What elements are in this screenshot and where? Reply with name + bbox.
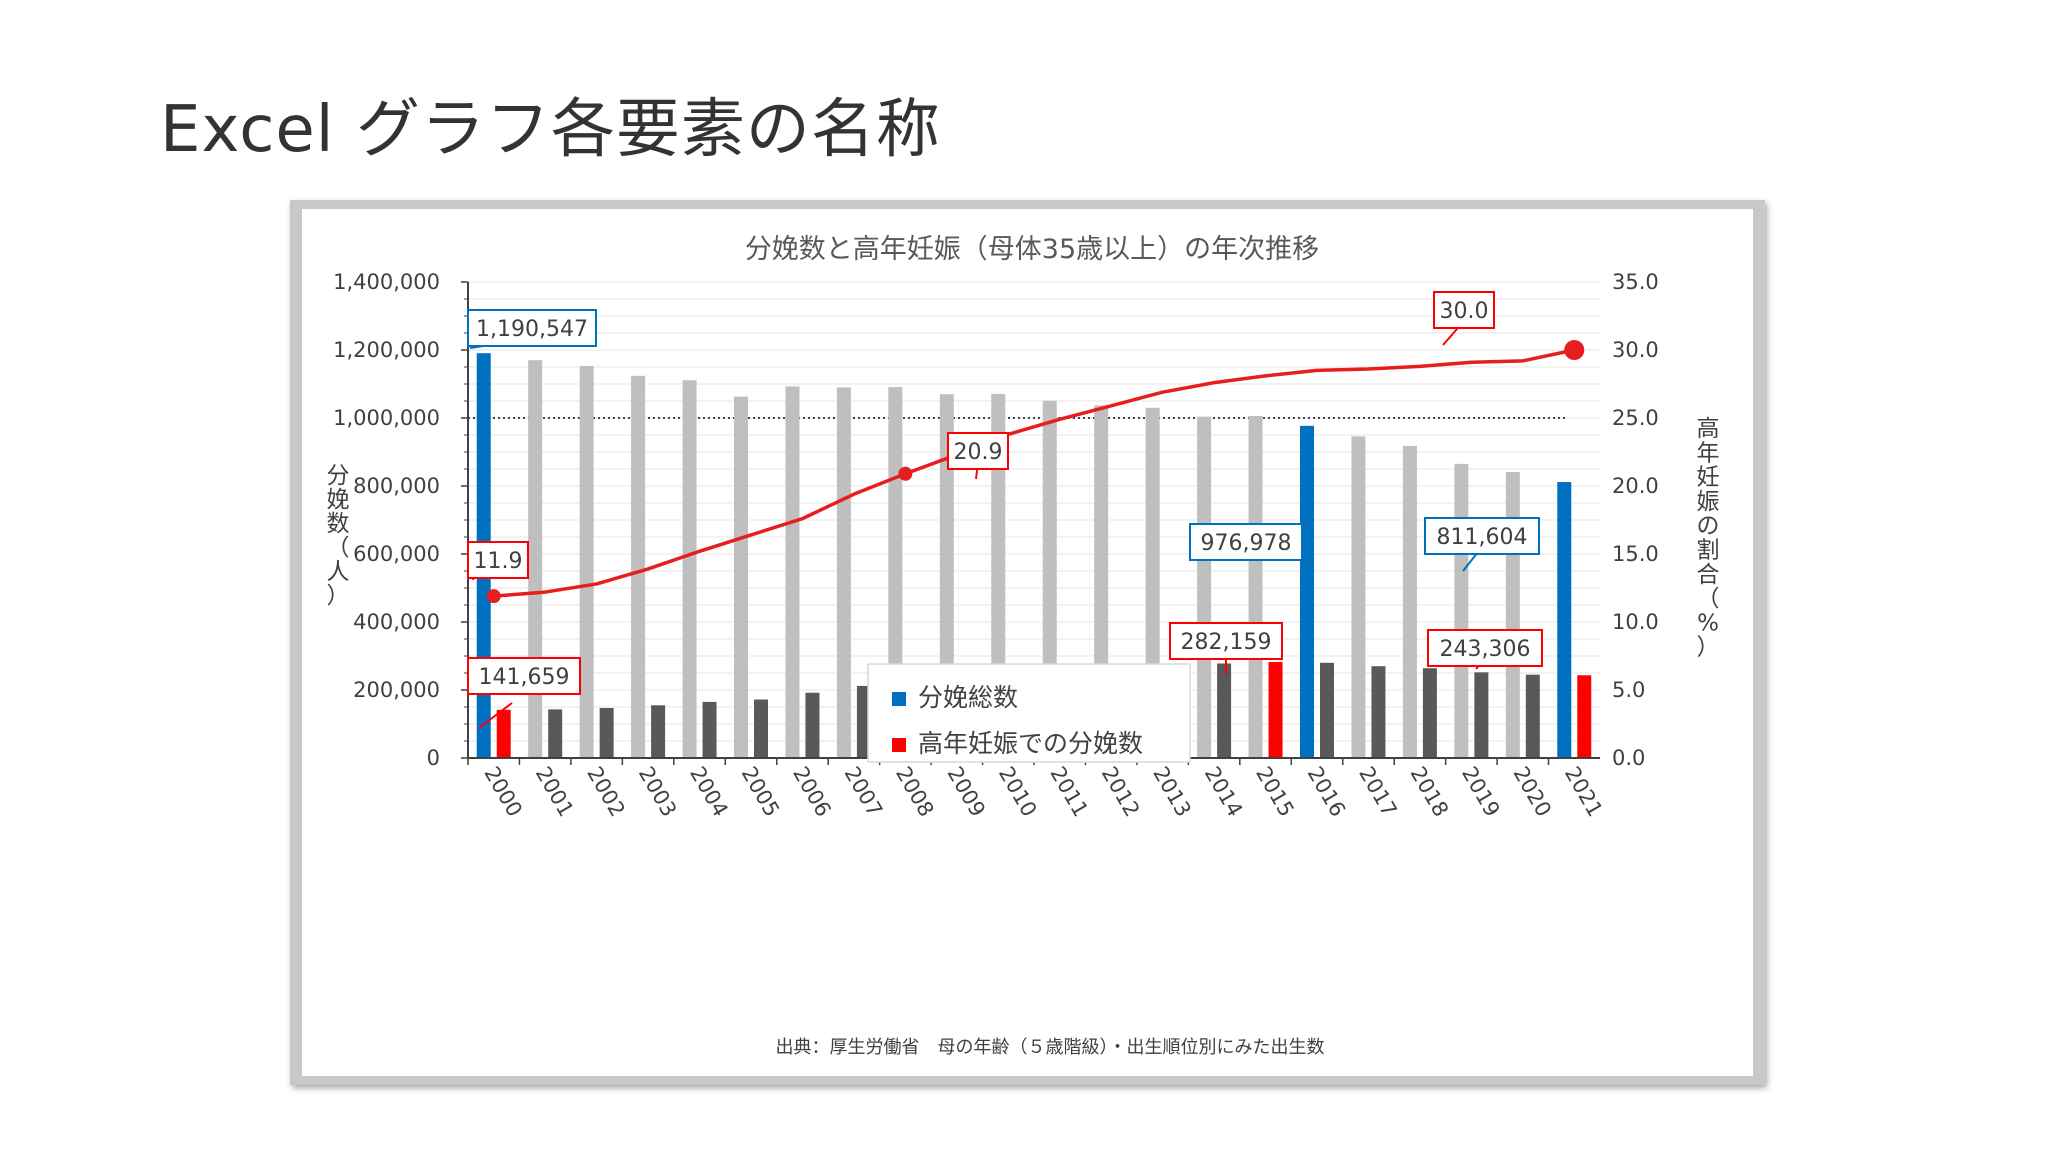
callout-box [467,541,529,579]
slide-title: Excel グラフ各要素の名称 [160,93,941,167]
y2-axis-label-char: % [1697,610,1719,636]
bar-advanced-age-births [1422,668,1437,758]
callout-box [947,432,1009,470]
bar-advanced-age-births [548,709,563,758]
y-axis-label-char: 人 [327,559,350,585]
y-axis-label-char: 娩 [327,487,350,513]
y2-axis-label-char: 年 [1697,440,1720,466]
bar-advanced-age-births [599,708,614,758]
legend-label-advanced-age-births: 高年妊娠での分娩数 [918,729,1143,758]
bar-advanced-age-births [1371,666,1386,758]
bar-advanced-age-births [805,692,820,758]
bar-total-births [631,375,646,758]
data-label: 141,659 [479,665,570,690]
bar-advanced-age-births [1320,662,1334,758]
bar-total-births [579,365,594,758]
y2-axis-label-char: 割 [1697,538,1720,564]
y2-axis-label-char: 娠 [1697,489,1720,515]
data-label: 243,306 [1440,637,1531,662]
y-axis-label-char: ） [327,583,350,609]
chart: 分娩数と高年妊娠（母体35歳以上）の年次推移 分娩数（人）高年妊娠の割合（%） … [302,209,1753,1076]
y2-tick-label: 35.0 [1612,270,1659,294]
line-marker [1564,340,1585,360]
bar-total-births [1351,436,1366,758]
line-advanced-age-ratio [493,348,1575,598]
bar-advanced-age-births [651,705,666,758]
bar-total-births [734,396,748,758]
callout-box [1169,622,1283,660]
data-label: 11.9 [474,549,523,574]
line-marker [898,466,913,481]
y2-tick-label: 0.0 [1612,746,1645,770]
bar-total-births [1197,416,1212,758]
bar-advanced-age-births [1474,672,1489,758]
data-label: 976,978 [1201,531,1292,556]
callout-leader [478,702,513,729]
y-axis-label-char: 分 [327,463,350,489]
y2-axis-label-char: （ [1697,586,1720,612]
y2-axis-label-char: 高 [1697,416,1720,442]
data-label: 811,604 [1437,525,1528,550]
data-label: 20.9 [954,440,1003,465]
bar-advanced-age-births [1525,674,1540,758]
bar-total-births [1300,425,1314,758]
y2-tick-label: 15.0 [1612,542,1659,566]
data-label: 282,159 [1181,630,1272,655]
y2-axis-label-char: 妊 [1697,465,1720,491]
y2-tick-label: 25.0 [1612,406,1659,430]
legend-label-total-births: 分娩総数 [918,683,1018,712]
legend-swatch-advanced-age-births [892,738,906,752]
y-tick-label: 1,000,000 [333,406,440,430]
bar-advanced-age-births [1217,663,1232,758]
data-label: 1,190,547 [476,317,588,342]
y-tick-label: 0 [427,746,440,770]
y-tick-label: 800,000 [353,474,440,498]
bar-total-births [1454,463,1469,758]
legend-box [867,663,1191,763]
data-label: 30.0 [1440,299,1489,324]
bar-advanced-age-births [496,709,511,758]
y-tick-label: 600,000 [353,542,440,566]
callout-box [1433,291,1495,329]
y2-tick-label: 30.0 [1612,338,1659,362]
bar-total-births [1248,415,1263,758]
legend-swatch-total-births [892,692,906,706]
callout-box [1424,517,1540,555]
callout-box [1427,629,1543,667]
source-note: 出典：厚生労働省 母の年齢（５歳階級）・出生順位別にみた出生数 [776,1037,1325,1058]
bar-advanced-age-births [702,701,717,758]
bar-advanced-age-births [1577,675,1592,758]
callout-box [467,309,597,347]
y-tick-label: 1,200,000 [333,338,440,362]
bar-total-births [785,386,800,758]
callout-box [1189,523,1303,561]
y2-axis-label-char: の [1697,513,1720,539]
legend: 分娩総数 高年妊娠での分娩数 [867,663,1191,763]
callout-box [467,657,581,695]
y2-axis-label-char: 合 [1697,562,1720,588]
y2-axis-label-char: ） [1697,635,1720,661]
bar-total-births [1402,445,1417,758]
bar-advanced-age-births [1268,662,1283,758]
chart-title: 分娩数と高年妊娠（母体35歳以上）の年次推移 [745,234,1319,265]
bar-total-births [836,387,851,758]
y2-tick-label: 10.0 [1612,610,1659,634]
y-tick-label: 400,000 [353,610,440,634]
bar-total-births [1505,472,1520,758]
bar-total-births [528,360,543,758]
y-axis-label-char: 数 [327,511,350,537]
y2-tick-label: 5.0 [1612,678,1645,702]
y-tick-label: 200,000 [353,678,440,702]
chart-frame: 分娩数と高年妊娠（母体35歳以上）の年次推移 分娩数（人）高年妊娠の割合（%） … [290,200,1765,1085]
y2-tick-label: 20.0 [1612,474,1659,498]
bar-total-births [1557,482,1572,758]
line-marker [486,589,501,604]
bar-total-births [682,380,697,758]
y-tick-label: 1,400,000 [333,270,440,294]
y-axis-label-char: （ [327,535,350,561]
bar-advanced-age-births [754,699,768,758]
